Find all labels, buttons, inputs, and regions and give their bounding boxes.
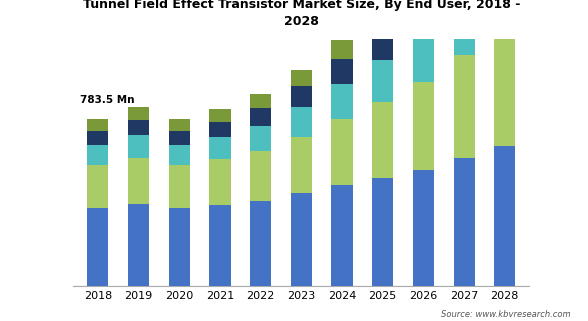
Bar	[128, 120, 149, 135]
Bar	[494, 146, 515, 286]
Bar	[250, 152, 271, 201]
Bar	[169, 131, 190, 145]
Bar	[332, 119, 353, 185]
Bar	[453, 0, 475, 55]
Bar	[128, 135, 149, 158]
Bar	[128, 107, 149, 120]
Bar	[332, 59, 353, 84]
Bar	[250, 201, 271, 286]
Bar	[494, 0, 515, 25]
Bar	[128, 158, 149, 204]
Text: Source: www.kbvresearch.com: Source: www.kbvresearch.com	[441, 310, 570, 319]
Bar	[291, 86, 312, 107]
Bar	[250, 126, 271, 152]
Bar	[413, 170, 434, 286]
Bar	[250, 108, 271, 126]
Bar	[209, 160, 230, 205]
Bar	[372, 178, 393, 286]
Bar	[88, 131, 109, 145]
Bar	[169, 208, 190, 286]
Bar	[291, 70, 312, 86]
Bar	[169, 145, 190, 165]
Bar	[332, 40, 353, 59]
Bar	[413, 82, 434, 170]
Bar	[372, 30, 393, 60]
Bar	[372, 102, 393, 178]
Bar	[413, 0, 434, 32]
Bar	[291, 107, 312, 136]
Title: Tunnel Field Effect Transistor Market Size, By End User, 2018 -
2028: Tunnel Field Effect Transistor Market Si…	[83, 0, 520, 28]
Bar	[209, 136, 230, 160]
Bar	[332, 185, 353, 286]
Bar	[169, 165, 190, 208]
Bar	[128, 204, 149, 286]
Bar	[291, 136, 312, 193]
Bar	[169, 119, 190, 131]
Bar	[88, 208, 109, 286]
Bar	[372, 8, 393, 30]
Bar	[209, 108, 230, 122]
Bar	[88, 165, 109, 208]
Bar	[453, 55, 475, 158]
Bar	[494, 25, 515, 146]
Bar	[372, 60, 393, 102]
Bar	[413, 32, 434, 82]
Text: 783.5 Mn: 783.5 Mn	[79, 95, 134, 105]
Bar	[209, 122, 230, 136]
Bar	[332, 84, 353, 119]
Bar	[209, 205, 230, 286]
Bar	[88, 119, 109, 131]
Bar	[453, 158, 475, 286]
Bar	[291, 193, 312, 286]
Bar	[88, 145, 109, 165]
Bar	[250, 94, 271, 108]
